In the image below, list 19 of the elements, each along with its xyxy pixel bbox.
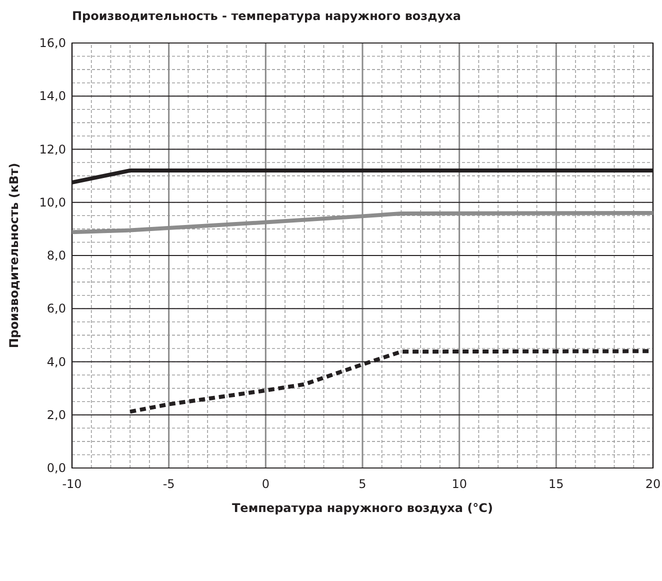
x-tick-label: -10: [62, 477, 82, 491]
x-tick-label: 10: [452, 477, 467, 491]
y-tick-label: 6,0: [46, 302, 66, 316]
x-tick-label: 20: [645, 477, 661, 491]
y-tick-label: 12,0: [39, 142, 66, 156]
y-tick-label: 16,0: [39, 36, 66, 50]
x-axis-title: Температура наружного воздуха (°C): [232, 501, 493, 515]
y-tick-label: 4,0: [46, 354, 66, 369]
x-tick-label: 0: [262, 477, 270, 491]
y-tick-label: 0,0: [46, 461, 66, 475]
x-tick-label: -5: [162, 477, 175, 491]
x-tick-label: 15: [548, 477, 564, 491]
y-tick-label: 8,0: [46, 248, 66, 262]
y-tick-label: 14,0: [39, 89, 66, 104]
y-axis-title: Производительность (кВт): [7, 162, 21, 348]
chart-title: Производительность - температура наружного воздуха: [72, 9, 461, 23]
y-tick-label: 2,0: [46, 408, 66, 422]
y-tick-label: 10,0: [39, 195, 66, 210]
x-tick-label: 5: [358, 477, 366, 491]
